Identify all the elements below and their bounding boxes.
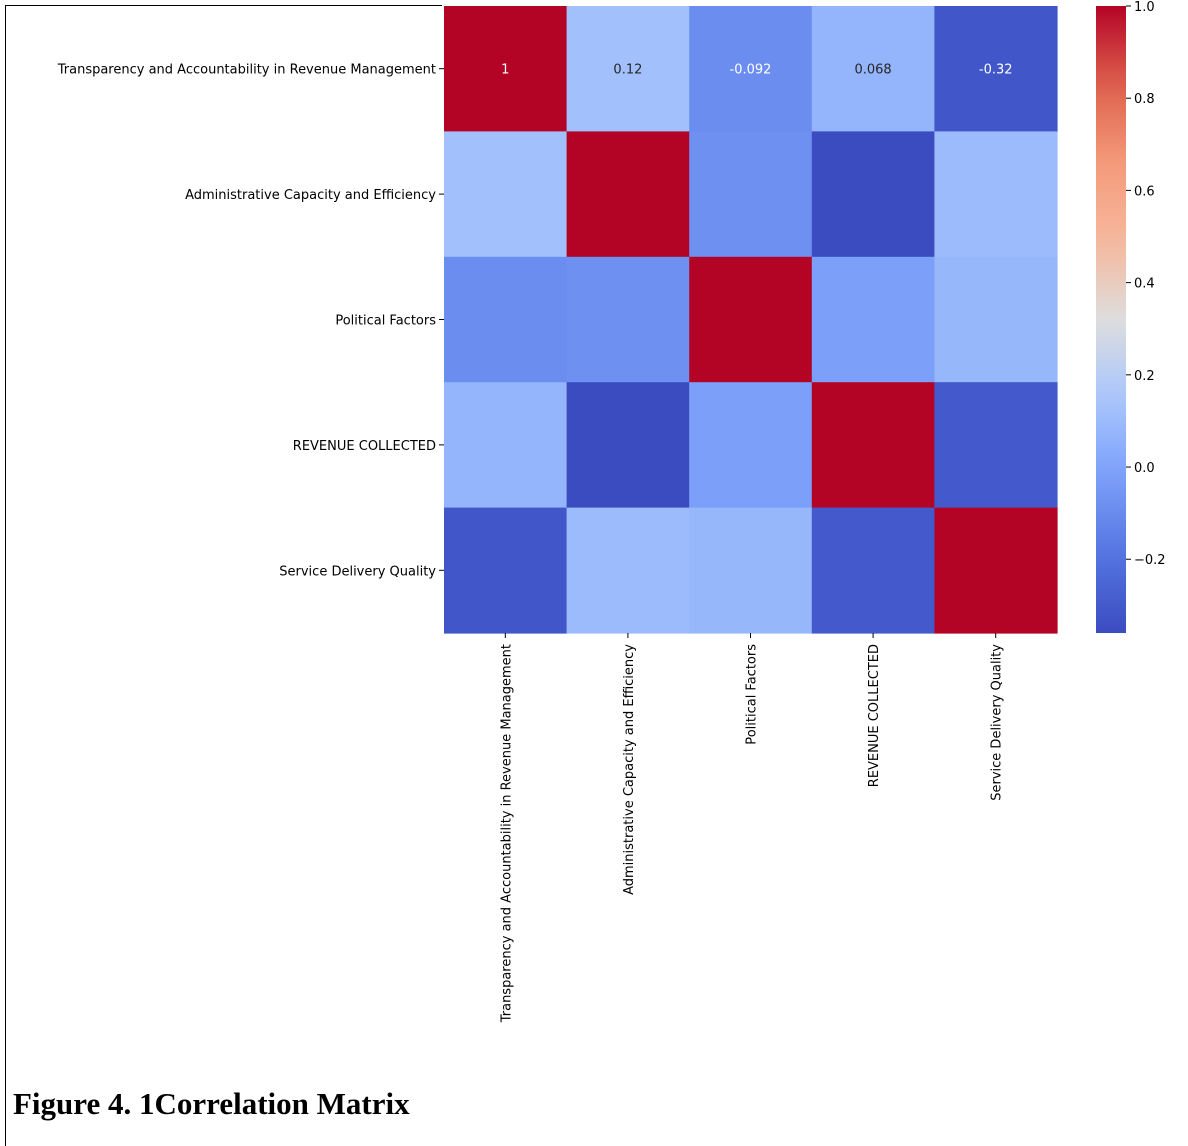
heatmap-cell-r2-c1: [566, 256, 690, 383]
cell-annotation-r0-c3: 0.068: [854, 63, 891, 78]
column-labels: Transparency and Accountability in Reven…: [499, 633, 1005, 1023]
column-label-4: Service Delivery Quality: [990, 644, 1005, 801]
heatmap-cell-r3-c2: [689, 382, 813, 509]
correlation-heatmap: 1 0.12 -0.092 0.068 -0.32 Transparency and A…: [57, 0, 1166, 1023]
heatmap-cell-r4-c2: [689, 507, 813, 634]
heatmap-cell-r4-c3: [811, 507, 935, 634]
heatmap-cell-r1-c4: [934, 131, 1058, 258]
heatmap-cells: [444, 6, 1058, 634]
heatmap-cell-r4-c0: [444, 507, 568, 634]
heatmap-cell-r3-c3: [811, 382, 935, 509]
page-frame-left: [5, 5, 6, 1146]
heatmap-cell-r0-c2: [689, 6, 813, 132]
colorbar-gradient: [1096, 6, 1126, 633]
heatmap-cell-r0-c0: [444, 6, 568, 132]
row-label-2: Political Factors: [335, 314, 436, 329]
row-label-0: Transparency and Accountability in Reven…: [57, 63, 436, 78]
column-label-0: Transparency and Accountability in Reven…: [499, 644, 514, 1023]
colorbar-tick-label-3: 0.4: [1134, 277, 1155, 292]
row-labels: Transparency and Accountability in Reven…: [57, 63, 444, 579]
colorbar-tick-label-1: 0.0: [1134, 461, 1155, 476]
colorbar-tick-label-0: −0.2: [1134, 553, 1166, 568]
heatmap-cell-r0-c3: [811, 6, 935, 132]
column-label-1: Administrative Capacity and Efficiency: [622, 644, 637, 895]
row-label-3: REVENUE COLLECTED: [293, 439, 436, 454]
heatmap-cell-r2-c0: [444, 256, 568, 383]
heatmap-cell-r0-c4: [934, 6, 1058, 132]
cell-annotation-r0-c0: 1: [501, 63, 509, 78]
heatmap-cell-r3-c1: [566, 382, 690, 509]
colorbar: −0.2 0.0 0.2 0.4 0.6 0.8 1.0: [1096, 0, 1166, 633]
page-frame-top: [5, 5, 442, 6]
heatmap-cell-r4-c4: [934, 507, 1058, 634]
heatmap-cell-r4-c1: [566, 507, 690, 634]
heatmap-cell-r1-c3: [811, 131, 935, 258]
heatmap-cell-r2-c2: [689, 256, 813, 383]
heatmap-cell-r3-c0: [444, 382, 568, 509]
column-label-2: Political Factors: [745, 644, 760, 745]
colorbar-tick-label-5: 0.8: [1134, 92, 1155, 107]
heatmap-cell-r2-c4: [934, 256, 1058, 383]
colorbar-tick-label-4: 0.6: [1134, 184, 1155, 199]
heatmap-cell-r2-c3: [811, 256, 935, 383]
row-label-1: Administrative Capacity and Efficiency: [185, 188, 436, 203]
figure-caption: Figure 4. 1Correlation Matrix: [13, 1086, 410, 1121]
column-label-3: REVENUE COLLECTED: [867, 644, 882, 787]
cell-annotation-r0-c2: -0.092: [730, 63, 772, 78]
heatmap-cell-r1-c1: [566, 131, 690, 258]
cell-annotations: 1 0.12 -0.092 0.068 -0.32: [501, 63, 1012, 78]
row-label-4: Service Delivery Quality: [279, 564, 436, 579]
heatmap-cell-r1-c2: [689, 131, 813, 258]
cell-annotation-r0-c1: 0.12: [613, 63, 642, 78]
colorbar-tick-label-2: 0.2: [1134, 369, 1155, 384]
heatmap-cell-r3-c4: [934, 382, 1058, 509]
heatmap-cell-r0-c1: [566, 6, 690, 132]
heatmap-cell-r1-c0: [444, 131, 568, 258]
colorbar-tick-label-6: 1.0: [1134, 0, 1155, 15]
cell-annotation-r0-c4: -0.32: [979, 63, 1013, 78]
